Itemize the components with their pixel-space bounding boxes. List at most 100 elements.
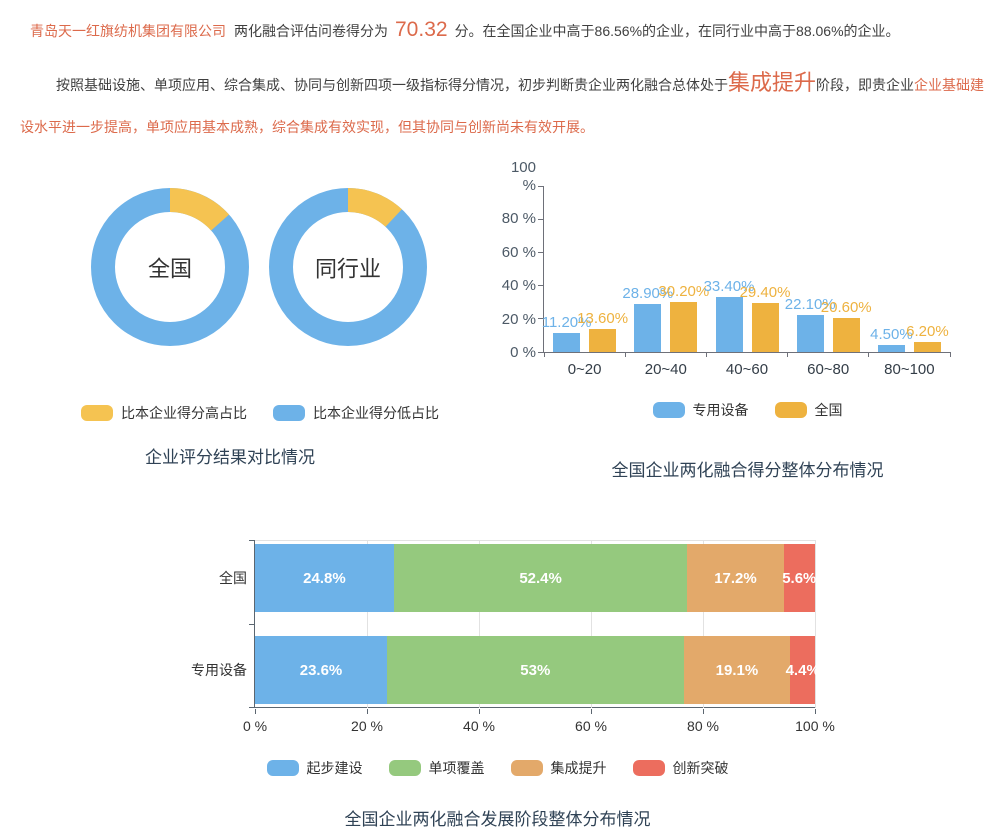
gridline <box>367 540 368 708</box>
bar-group-1: 28.90% 30.20% <box>622 186 709 352</box>
stacked-chart-title: 全国企业两化融合发展阶段整体分布情况 <box>344 810 651 829</box>
donut-slice-high[interactable] <box>91 188 249 346</box>
category-label-1: 专用设备 <box>191 662 247 678</box>
x-axis-tick <box>543 352 545 357</box>
bar-series1-cat3[interactable]: 20.60% <box>821 299 872 352</box>
legend-label: 集成提升 <box>550 760 607 776</box>
legend-item-2[interactable]: 集成提升 <box>510 758 607 778</box>
segment-value-label: 5.6% <box>782 569 817 587</box>
bar-group-0: 11.20% 13.60% <box>542 186 628 352</box>
stacked-row-1: 23.6% 53% 19.1% 4.4% <box>255 636 820 704</box>
x-axis-label: 80 % <box>687 718 719 734</box>
bar-series1-cat2[interactable]: 29.40% <box>740 284 790 352</box>
bar-value-label: 33.40% <box>703 277 755 295</box>
donut-center-label: 同行业 <box>315 257 381 282</box>
segment-1-row1[interactable]: 53% <box>387 636 684 704</box>
legend-item-1[interactable]: 全国 <box>774 400 843 420</box>
segment-2-row1[interactable]: 19.1% <box>683 636 791 704</box>
segment-3-row0[interactable]: 5.6% <box>782 544 817 612</box>
segment-2-row0[interactable]: 17.2% <box>687 544 784 612</box>
x-axis-label: 20~40 <box>644 361 687 378</box>
bar-series0-cat4[interactable]: 4.50% <box>870 326 913 352</box>
segment-value-label: 17.2% <box>714 569 757 587</box>
bar-series0-cat0[interactable]: 11.20% <box>542 314 591 352</box>
gridline <box>479 540 480 708</box>
bar-value-label: 4.50% <box>870 325 913 343</box>
legend-label: 创新突破 <box>672 760 729 776</box>
donut-charts: 全国 同行业 <box>91 188 427 346</box>
y-axis-tick <box>249 540 254 541</box>
bar-value-label: 29.40% <box>739 284 791 302</box>
stage-analysis-paragraph: 按照基础设施、单项应用、综合集成、协同与创新四项一级指标得分情况，初步判断贵企业… <box>20 62 990 148</box>
bar-value-label: 22.10% <box>784 296 836 314</box>
bar-value-label: 11.20% <box>541 314 592 332</box>
segment-3-row1[interactable]: 4.4% <box>786 636 820 704</box>
donut-chart-0[interactable]: 全国 <box>91 188 249 346</box>
donut-slice-high[interactable] <box>269 188 427 346</box>
legend-label: 比本企业得分高占比 <box>121 405 247 421</box>
x-axis-tick <box>949 352 951 357</box>
legend-item-0[interactable]: 比本企业得分高占比 <box>81 403 247 423</box>
bar-chart-title: 全国企业两化融合得分整体分布情况 <box>611 461 884 480</box>
x-axis-line <box>254 707 815 708</box>
gridline <box>815 540 816 708</box>
y-axis-tick <box>538 351 543 353</box>
segment-0-row0[interactable]: 24.8% <box>255 544 394 612</box>
legend-item-0[interactable]: 起步建设 <box>266 758 363 778</box>
score-comparison: 分。在全国企业中高于86.56%的企业，在同行业中高于88.06%的企业。 <box>454 23 900 39</box>
legend-item-1[interactable]: 比本企业得分低占比 <box>273 403 439 423</box>
gridline <box>591 540 592 708</box>
y-axis-label: 40 % <box>501 277 536 295</box>
plot-top-line <box>255 540 815 541</box>
x-axis-tick <box>590 709 592 714</box>
bar-legend: 专用设备 全国 <box>500 400 995 420</box>
y-axis-tick <box>538 251 543 253</box>
bar-group-2: 33.40% 29.40% <box>704 186 790 352</box>
legend-item-1[interactable]: 单项覆盖 <box>388 758 485 778</box>
segment-value-label: 23.6% <box>299 661 343 679</box>
y-axis-label: 60 % <box>501 243 536 261</box>
bar-value-label: 20.60% <box>820 298 872 316</box>
segment-1-row0[interactable]: 52.4% <box>393 544 688 612</box>
legend-label: 全国 <box>814 402 843 418</box>
stacked-plot: 24.8% 52.4% 17.2% 5.6% 23.6% 53% 19.1% 4.4% <box>249 540 820 714</box>
bar-series1-cat4[interactable]: 6.20% <box>906 323 949 352</box>
legend-label: 专用设备 <box>692 402 749 418</box>
stacked-chart-section: 24.8% 52.4% 17.2% 5.6% 23.6% 53% 19.1% 4.4% 起步建… <box>0 515 995 829</box>
legend-item-3[interactable]: 创新突破 <box>632 758 729 778</box>
y-axis-tick <box>249 707 254 708</box>
y-axis-tick <box>249 623 254 625</box>
donut-legend: 比本企业得分高占比 比本企业得分低占比 <box>60 403 460 423</box>
bar-series0-cat1[interactable]: 28.90% <box>622 285 673 352</box>
bar-plot: 11.20% 13.60% 0~20 28.90% 30.20% 20~40 33.40% 2… <box>538 185 951 378</box>
company-name: 青岛天一红旗纺机集团有限公司 <box>30 23 226 39</box>
segment-value-label: 19.1% <box>715 661 759 679</box>
x-axis-label: 0~20 <box>567 361 602 378</box>
legend-swatch <box>510 760 543 776</box>
bar-value-label: 28.90% <box>622 285 674 303</box>
segment-value-label: 52.4% <box>519 569 562 587</box>
analysis-detail: 企业基础建设水平进一步提高，单项应用基本成熟，综合集成有效实现，但其协同与创新尚… <box>20 77 985 135</box>
segment-value-label: 24.8% <box>303 569 346 587</box>
segment-value-label: 53% <box>520 661 551 679</box>
analysis-mid: 阶段，即贵企业 <box>816 77 915 93</box>
bar-group-3: 22.10% 20.60% <box>785 186 872 352</box>
bar-value-label: 30.20% <box>658 282 710 300</box>
x-axis-tick <box>254 709 256 714</box>
bar-series1-cat0[interactable]: 13.60% <box>577 310 628 352</box>
x-axis-label: 20 % <box>351 718 383 734</box>
x-axis-tick <box>868 352 870 357</box>
legend-item-0[interactable]: 专用设备 <box>652 400 749 420</box>
segment-0-row1[interactable]: 23.6% <box>255 636 388 704</box>
x-axis-tick <box>702 709 704 714</box>
x-axis-label: 60 % <box>575 718 607 734</box>
bar-series0-cat3[interactable]: 22.10% <box>785 296 836 352</box>
x-axis-tick <box>478 709 480 714</box>
donut-chart-1[interactable]: 同行业 <box>269 188 427 346</box>
legend-swatch <box>81 405 113 421</box>
y-axis-tick <box>538 185 543 187</box>
bar-series0-cat2[interactable]: 33.40% <box>704 278 754 352</box>
bar-series1-cat1[interactable]: 30.20% <box>658 283 709 352</box>
x-axis-label: 80~100 <box>884 361 935 378</box>
